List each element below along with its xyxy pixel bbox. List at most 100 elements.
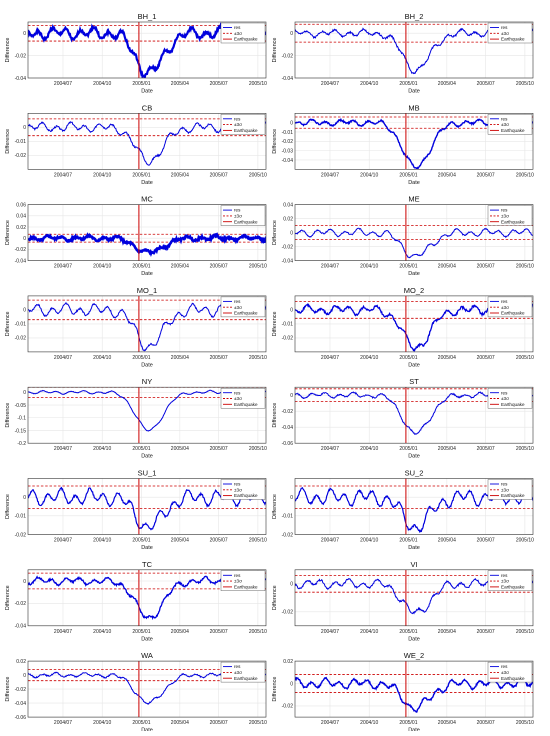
x-tick-label: 2005/07 [477, 538, 495, 544]
subplot-bh_1: BH_1 -0.04 -0.02 0 2004/07 2004/10 2005/01 2005… [5, 12, 267, 95]
x-tick-label: 2005/01 [132, 538, 150, 544]
x-tick-label: 2005/10 [516, 172, 534, 178]
y-tick-label: 0 [23, 673, 26, 679]
x-tick-label: 2004/10 [93, 264, 111, 270]
x-tick-label: 2004/07 [321, 172, 339, 178]
y-tick-label: -0.02 [15, 53, 27, 59]
y-tick-label: -0.02 [282, 244, 294, 250]
x-tick-label: 2004/07 [321, 629, 339, 635]
legend-sigma-label: ±3σ [234, 31, 242, 36]
x-tick-label: 2005/07 [477, 264, 495, 270]
x-tick-label: 2004/10 [360, 264, 378, 270]
subplot-vi: VI -0.02 0 2004/07 2004/10 2005/01 2005/04 2005… [272, 560, 534, 643]
x-tick-label: 2004/07 [321, 720, 339, 726]
legend-res-label: res [501, 573, 508, 578]
x-tick-label: 2004/07 [321, 538, 339, 544]
x-axis-label: Date [141, 180, 153, 186]
subplot-wa: WA -0.06 -0.04 -0.02 0 0.02 2004/07 2004/10 2005… [5, 651, 267, 734]
subplot-title: MB [408, 103, 419, 112]
x-axis-label: Date [408, 545, 420, 551]
legend-earthquake-label: Earthquake [501, 37, 525, 42]
y-axis-label: Difference [272, 38, 278, 63]
legend-res-label: res [234, 299, 241, 304]
y-tick-label: 0.02 [283, 216, 293, 222]
y-tick-label: -0.02 [282, 336, 294, 342]
legend-earthquake-label: Earthquake [234, 402, 258, 407]
legend-box [220, 114, 266, 135]
x-tick-label: 2005/01 [399, 355, 417, 361]
y-tick-label: -0.01 [282, 130, 294, 136]
y-tick-label: -0.02 [282, 704, 294, 710]
subplot-bh_2: BH_2 -0.04 -0.02 0 2004/07 2004/10 2005/01 2005… [272, 12, 534, 95]
legend-res-label: res [501, 25, 508, 30]
x-tick-label: 2004/10 [93, 446, 111, 452]
subplot-title: SU_1 [138, 469, 157, 478]
y-tick-label: -0.2 [17, 441, 26, 447]
x-tick-label: 2004/10 [93, 172, 111, 178]
legend-box [220, 205, 266, 226]
y-axis-label: Difference [272, 311, 278, 336]
y-tick-label: -0.02 [15, 532, 27, 538]
legend-res-label: res [234, 208, 241, 213]
x-tick-label: 2005/04 [438, 446, 456, 452]
x-tick-label: 2005/04 [171, 538, 189, 544]
legend-sigma-label: ±3σ [501, 31, 509, 36]
subplot-ny: NY -0.2 -0.15 -0.1 -0.05 0 2004/07 2004/10 2005/… [5, 377, 267, 460]
y-tick-label: -0.01 [15, 322, 27, 328]
x-tick-label: 2005/04 [438, 629, 456, 635]
x-tick-label: 2004/07 [321, 81, 339, 87]
axes-frame [27, 113, 267, 170]
x-tick-label: 2005/04 [171, 720, 189, 726]
y-tick-label: -0.04 [282, 425, 294, 431]
y-tick-label: 0.04 [283, 202, 293, 208]
y-tick-label: 0 [290, 120, 293, 126]
x-axis-label: Date [408, 362, 420, 368]
legend-earthquake-label: Earthquake [501, 402, 525, 407]
x-tick-label: 2005/01 [399, 538, 417, 544]
x-tick-label: 2005/01 [399, 81, 417, 87]
x-tick-label: 2005/07 [210, 172, 228, 178]
y-axis-label: Difference [5, 129, 11, 154]
x-tick-label: 2005/04 [438, 538, 456, 544]
legend-sigma-label: ±3σ [501, 214, 509, 219]
x-tick-label: 2005/10 [516, 629, 534, 635]
legend-sigma-label: ±3σ [501, 305, 509, 310]
y-axis-label: Difference [272, 494, 278, 519]
subplot-mb: MB -0.04 -0.03 -0.02 -0.01 0 2004/07 2004/10 200… [272, 103, 534, 186]
x-tick-label: 2005/07 [477, 81, 495, 87]
x-tick-label: 2005/04 [171, 172, 189, 178]
axes-frame [294, 569, 534, 627]
x-tick-label: 2005/07 [210, 629, 228, 635]
x-tick-label: 2005/01 [132, 172, 150, 178]
y-tick-label: -0.01 [282, 322, 294, 328]
x-tick-label: 2005/01 [132, 720, 150, 726]
x-tick-label: 2005/07 [210, 355, 228, 361]
x-axis-label: Date [141, 362, 153, 368]
x-axis-label: Date [408, 180, 420, 186]
subplot-mo_1: MO_1 -0.02 -0.01 0 2004/07 2004/10 2005/01 2005… [5, 286, 267, 369]
legend-box [487, 570, 533, 591]
y-axis-label: Difference [5, 38, 11, 63]
y-tick-label: -0.01 [15, 514, 27, 520]
y-tick-label: 0.02 [16, 225, 26, 231]
x-tick-label: 2004/07 [321, 446, 339, 452]
x-tick-label: 2004/07 [321, 355, 339, 361]
x-axis-label: Date [141, 728, 153, 731]
x-tick-label: 2005/10 [249, 172, 267, 178]
res-series-line [28, 232, 266, 258]
subplot-we_2: WE_2 -0.02 0 0.02 2004/07 2004/10 2005/01 2005/… [272, 651, 534, 734]
legend-sigma-label: ±3σ [501, 670, 509, 675]
subplot-title: BH_1 [138, 12, 157, 21]
subplot-title: CB [142, 103, 152, 112]
y-tick-label: -0.05 [15, 403, 27, 409]
x-tick-label: 2004/10 [93, 538, 111, 544]
y-tick-label: 0.02 [16, 659, 26, 665]
subplot-st: ST -0.06 -0.04 -0.02 0 2004/07 2004/10 2005/01 2… [272, 377, 534, 460]
axes-frame [294, 113, 534, 170]
legend-box [487, 479, 533, 500]
